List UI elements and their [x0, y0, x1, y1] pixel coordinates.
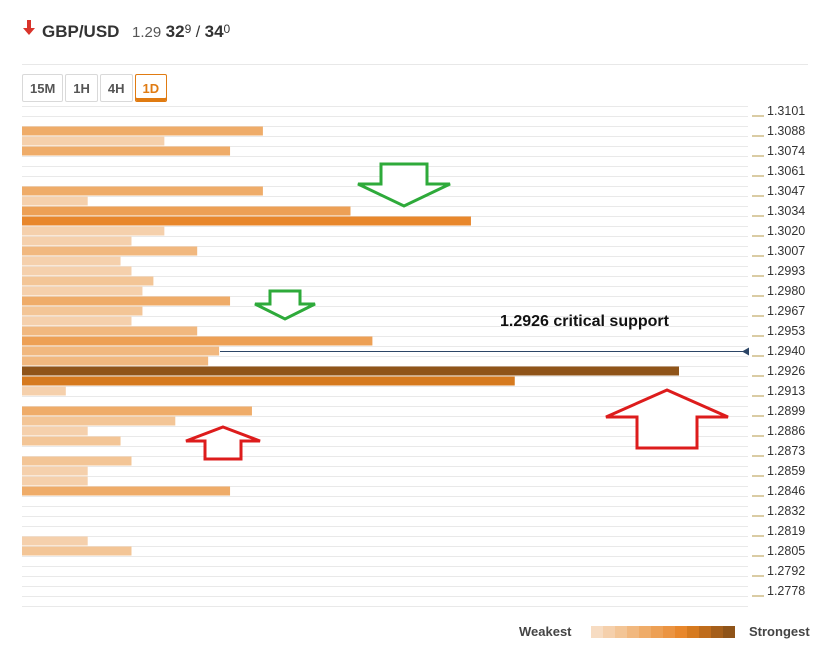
tab-1h[interactable]: 1H [65, 74, 98, 102]
down-arrow-icon [357, 162, 451, 208]
bar [22, 546, 132, 556]
bar [22, 186, 263, 196]
bar [22, 216, 471, 226]
tick-label: 1.2899 [767, 404, 805, 418]
tick-label: 1.2940 [767, 344, 805, 358]
tick-label: 1.3034 [767, 204, 805, 218]
bar [22, 276, 154, 286]
legend-swatch [615, 626, 627, 638]
price-ask: 34 [204, 22, 224, 41]
tick-label: 1.3020 [767, 224, 805, 238]
legend-swatch [603, 626, 615, 638]
bar [22, 126, 263, 136]
tick-label: 1.3061 [767, 164, 805, 178]
bar [22, 456, 132, 466]
tick-label: 1.2873 [767, 444, 805, 458]
bar [22, 256, 121, 266]
bar [22, 416, 176, 426]
tick-label: 1.3074 [767, 144, 805, 158]
price-separator: / [195, 24, 201, 41]
bar [22, 386, 66, 396]
tick-label: 1.2819 [767, 524, 805, 538]
tick-label: 1.2953 [767, 324, 805, 338]
current-price-marker [742, 347, 749, 356]
currency-pair: GBP/USD [42, 22, 120, 41]
tick-label: 1.3007 [767, 244, 805, 258]
bar [22, 476, 88, 486]
bar [22, 146, 231, 156]
tab-15m[interactable]: 15M [22, 74, 64, 102]
price-bid: 32 [165, 22, 185, 41]
up-arrow-icon [605, 388, 729, 450]
bar [22, 536, 88, 546]
tick-label: 1.2778 [767, 584, 805, 598]
tick-label: 1.2886 [767, 424, 805, 438]
down-arrow-icon [254, 289, 316, 321]
bar [22, 296, 231, 306]
tick-label: 1.2967 [767, 304, 805, 318]
legend-strongest-label: Strongest [749, 624, 810, 639]
bar [22, 366, 679, 376]
legend-swatch [699, 626, 711, 638]
bar [22, 436, 121, 446]
legend-swatch [627, 626, 639, 638]
bar [22, 266, 132, 276]
legend-weakest-label: Weakest [519, 624, 572, 639]
tick-label: 1.2913 [767, 384, 805, 398]
legend-swatch [663, 626, 675, 638]
bar [22, 306, 143, 316]
legend-swatch [591, 626, 603, 638]
tick-label: 1.2980 [767, 284, 805, 298]
annotation-critical-support: 1.2926 critical support [500, 313, 670, 330]
tick-label: 1.3047 [767, 184, 805, 198]
tick-label: 1.2993 [767, 264, 805, 278]
price-quote: 1.29 329 / 340 [132, 22, 230, 42]
price-ask-pip: 0 [223, 22, 231, 36]
bar [22, 326, 198, 336]
legend-swatch [687, 626, 699, 638]
bar [22, 246, 198, 256]
price-bid-pip: 9 [184, 22, 192, 36]
legend-swatch [711, 626, 723, 638]
legend-strength-scale [591, 626, 735, 638]
bar [22, 356, 209, 366]
bar [22, 226, 165, 236]
bar [22, 426, 88, 436]
price-down-arrow-icon [23, 20, 35, 35]
tick-label: 1.2832 [767, 504, 805, 518]
bar [22, 486, 231, 496]
legend-swatch [723, 626, 735, 638]
tick-label: 1.3101 [767, 104, 805, 118]
tick-label: 1.2926 [767, 364, 805, 378]
bar [22, 406, 252, 416]
tab-1d[interactable]: 1D [134, 74, 168, 102]
bar [22, 206, 351, 216]
bar [22, 376, 515, 386]
up-arrow-icon [185, 425, 261, 461]
tick-label: 1.2859 [767, 464, 805, 478]
legend-swatch [639, 626, 651, 638]
bar [22, 236, 132, 246]
tick-label: 1.2792 [767, 564, 805, 578]
bar [22, 286, 143, 296]
tab-4h[interactable]: 4H [99, 74, 133, 102]
legend-swatch [675, 626, 687, 638]
header-divider [22, 64, 808, 65]
price-base: 1.29 [132, 24, 162, 41]
legend-swatch [651, 626, 663, 638]
tick-label: 1.2805 [767, 544, 805, 558]
bar [22, 196, 88, 206]
bar [22, 316, 132, 326]
bar [22, 346, 220, 356]
bar [22, 136, 165, 146]
bar [22, 466, 88, 476]
tick-label: 1.3088 [767, 124, 805, 138]
bar [22, 336, 373, 346]
timeframe-tabs: 15M 1H 4H 1D [22, 74, 168, 102]
tick-label: 1.2846 [767, 484, 805, 498]
